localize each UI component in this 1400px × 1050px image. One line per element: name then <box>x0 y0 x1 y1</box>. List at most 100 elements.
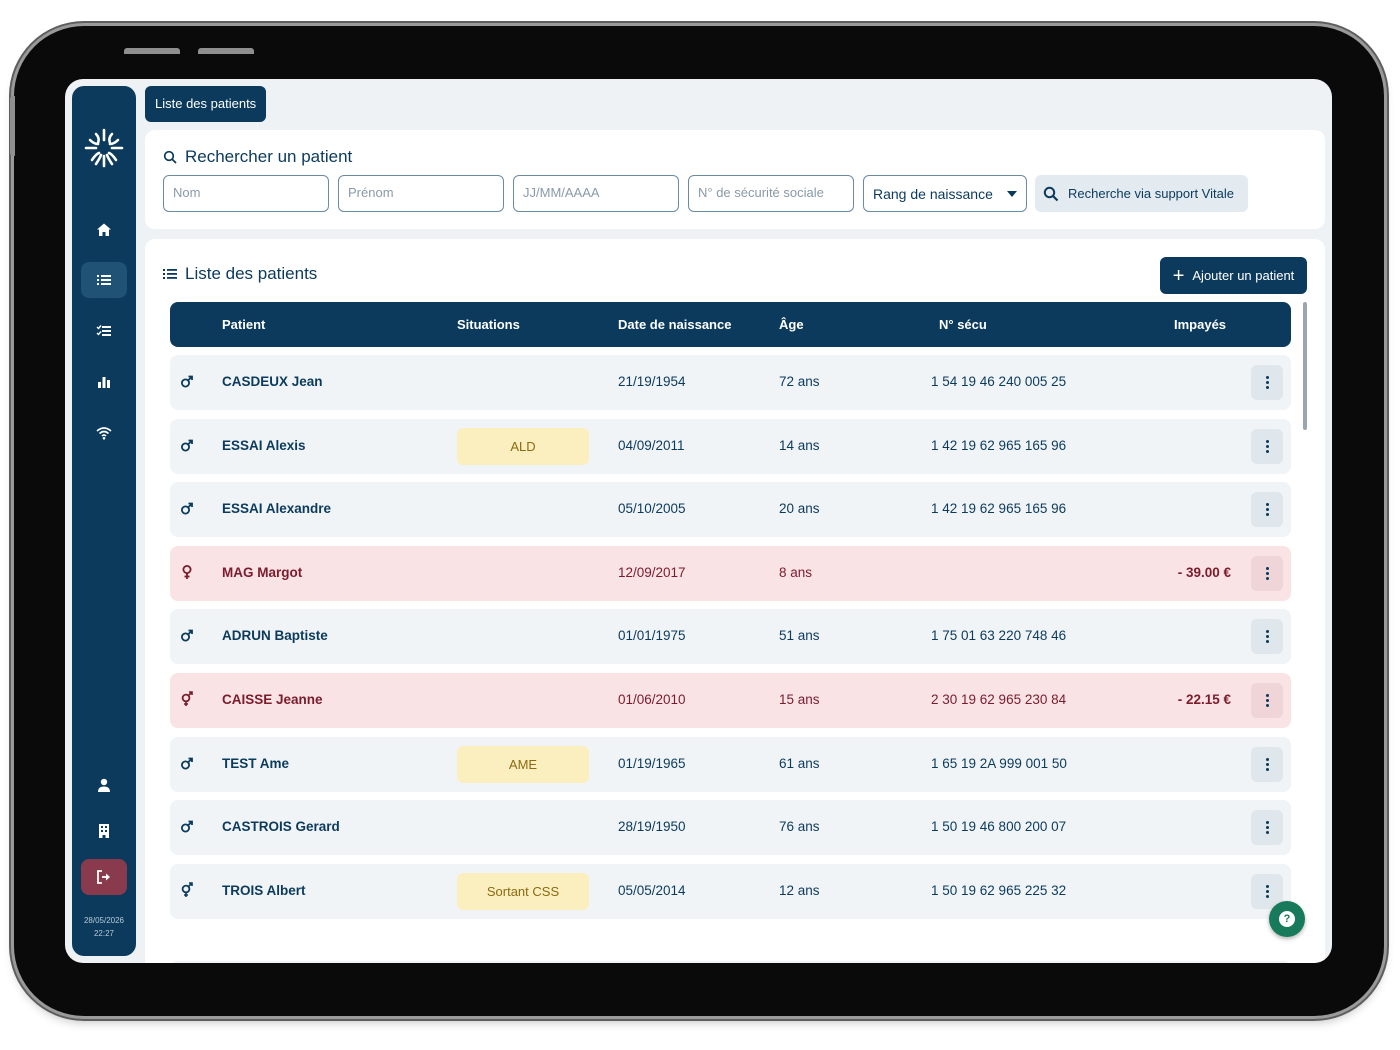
row-menu-button[interactable] <box>1251 746 1283 782</box>
patient-name[interactable]: CASTROIS Gerard <box>222 819 340 835</box>
help-button[interactable]: ? <box>1269 901 1305 937</box>
male-gender-icon <box>180 437 194 453</box>
table-row[interactable]: CASTROIS Gerard 28/19/1950 76 ans 1 50 19 4… <box>170 800 1291 856</box>
logout-button[interactable] <box>81 859 127 895</box>
column-header-situations[interactable]: Situations <box>457 317 520 332</box>
more-vertical-icon <box>1265 630 1269 644</box>
device-button <box>10 96 15 156</box>
search-icon <box>163 150 177 164</box>
tab-patient-list[interactable]: Liste des patients <box>145 86 267 122</box>
more-vertical-icon <box>1265 503 1269 517</box>
device-button <box>198 48 254 54</box>
column-header-secu[interactable]: N° sécu <box>939 317 987 332</box>
sidebar-datetime: 28/05/2026 22:27 <box>72 914 136 940</box>
user-icon <box>98 778 110 792</box>
male-gender-icon <box>180 755 194 771</box>
patient-secu: 1 50 19 62 965 225 32 <box>931 882 1067 898</box>
patient-name[interactable]: MAG Margot <box>222 564 303 580</box>
search-icon <box>1043 186 1059 201</box>
patient-secu: 1 54 19 46 240 005 25 <box>931 374 1067 389</box>
column-header-age[interactable]: Âge <box>779 317 804 332</box>
nav-checklist[interactable] <box>81 313 127 349</box>
search-title-text: Rechercher un patient <box>185 147 353 166</box>
row-menu-button[interactable] <box>1251 365 1283 400</box>
situation-badge: Sortant CSS <box>457 872 589 910</box>
more-vertical-icon <box>1265 566 1269 580</box>
patient-age: 15 ans <box>779 692 820 707</box>
nav-establishment[interactable] <box>81 813 127 849</box>
rank-select-value: Rang de naissance <box>873 185 993 202</box>
vitale-search-button[interactable]: Recherche via support Vitale <box>1035 175 1248 212</box>
row-menu-button[interactable] <box>1251 428 1283 464</box>
patient-dob: 01/01/1975 <box>618 628 686 644</box>
patient-secu: 1 75 01 63 220 748 46 <box>931 628 1067 644</box>
patient-name[interactable]: ESSAI Alexandre <box>222 501 332 517</box>
prenom-input[interactable]: Prénom <box>338 175 504 212</box>
table-row-partial <box>170 961 1291 963</box>
dob-input[interactable]: JJ/MM/AAAA <box>513 175 679 212</box>
patient-impaye: - 22.15 € <box>1177 692 1231 707</box>
patient-age: 8 ans <box>779 564 813 580</box>
patient-name[interactable]: CAISSE Jeanne <box>222 692 323 707</box>
table-row[interactable]: TEST Ame AME 01/19/1965 61 ans 1 65 19 2A 99… <box>170 736 1291 792</box>
table-row[interactable]: ESSAI Alexandre 05/10/2005 20 ans 1 42 19 6… <box>170 482 1291 538</box>
other-gender-icon <box>180 691 194 707</box>
help-icon: ? <box>1279 911 1295 927</box>
patient-age: 61 ans <box>779 755 820 771</box>
patient-name[interactable]: CASDEUX Jean <box>222 374 323 389</box>
table-row[interactable]: CASDEUX Jean 21/19/1954 72 ans 1 54 19 46 2… <box>170 355 1291 410</box>
table-row[interactable]: TROIS Albert Sortant CSS 05/05/2014 12 ans 1… <box>170 863 1291 919</box>
column-header-dob[interactable]: Date de naissance <box>618 317 732 332</box>
column-header-patient[interactable]: Patient <box>222 317 266 332</box>
column-header-impayes[interactable]: Impayés <box>1174 317 1227 332</box>
patient-secu: 1 42 19 62 965 165 96 <box>931 501 1067 517</box>
situation-badge: ALD <box>457 427 589 465</box>
more-vertical-icon <box>1265 376 1269 389</box>
app-logo-icon[interactable] <box>82 126 126 170</box>
app-screen: 28/05/2026 22:27 Liste des patients Rech… <box>65 79 1332 963</box>
patient-name[interactable]: TEST Ame <box>222 755 290 771</box>
patient-name[interactable]: TROIS Albert <box>222 882 306 898</box>
patient-name[interactable]: ADRUN Baptiste <box>222 628 328 644</box>
scrollbar[interactable] <box>1303 302 1307 430</box>
caret-down-icon <box>1007 190 1017 197</box>
situation-badge: AME <box>457 745 589 783</box>
nav-patient-list[interactable] <box>81 262 127 298</box>
nav-connection[interactable] <box>81 415 127 451</box>
add-patient-button[interactable]: + Ajouter un patient <box>1160 257 1307 294</box>
patient-age: 20 ans <box>779 501 820 517</box>
row-menu-button[interactable] <box>1251 555 1283 591</box>
row-menu-button[interactable] <box>1251 492 1283 528</box>
vitale-search-label: Recherche via support Vitale <box>1068 186 1234 201</box>
patient-dob: 28/19/1950 <box>618 819 686 835</box>
home-icon <box>97 223 111 236</box>
patient-dob: 05/10/2005 <box>618 501 686 517</box>
table-row[interactable]: ESSAI Alexis ALD 04/09/2011 14 ans 1 42 19 6… <box>170 418 1291 474</box>
patient-name[interactable]: ESSAI Alexis <box>222 437 306 453</box>
patient-dob: 01/06/2010 <box>618 692 686 707</box>
nav-statistics[interactable] <box>81 364 127 400</box>
other-gender-icon <box>180 881 194 898</box>
logout-icon <box>97 870 110 884</box>
more-vertical-icon <box>1265 884 1269 898</box>
table-row[interactable]: ADRUN Baptiste 01/01/1975 51 ans 1 75 01 63… <box>170 609 1291 665</box>
table-header: Patient Situations Date de naissance Âge… <box>170 302 1291 347</box>
table-row[interactable]: CAISSE Jeanne 01/06/2010 15 ans 2 30 19 62 … <box>170 673 1291 728</box>
nom-input[interactable]: Nom <box>163 175 329 212</box>
table-row[interactable]: MAG Margot 12/09/2017 8 ans - 39.00 € <box>170 545 1291 601</box>
list-title: Liste des patients <box>163 264 317 284</box>
patient-age: 76 ans <box>779 819 820 835</box>
nav-profile[interactable] <box>81 767 127 803</box>
row-menu-button[interactable] <box>1251 810 1283 846</box>
male-gender-icon <box>180 818 194 834</box>
list-title-text: Liste des patients <box>185 264 318 283</box>
secu-input[interactable]: N° de sécurité sociale <box>688 175 854 212</box>
patient-dob: 05/05/2014 <box>618 882 686 898</box>
row-menu-button[interactable] <box>1251 683 1283 718</box>
rank-select[interactable]: Rang de naissance <box>863 175 1027 212</box>
nav-home[interactable] <box>81 212 127 248</box>
patient-age: 12 ans <box>779 882 820 898</box>
device-button <box>124 48 180 54</box>
list-icon <box>97 275 111 285</box>
row-menu-button[interactable] <box>1251 619 1283 655</box>
